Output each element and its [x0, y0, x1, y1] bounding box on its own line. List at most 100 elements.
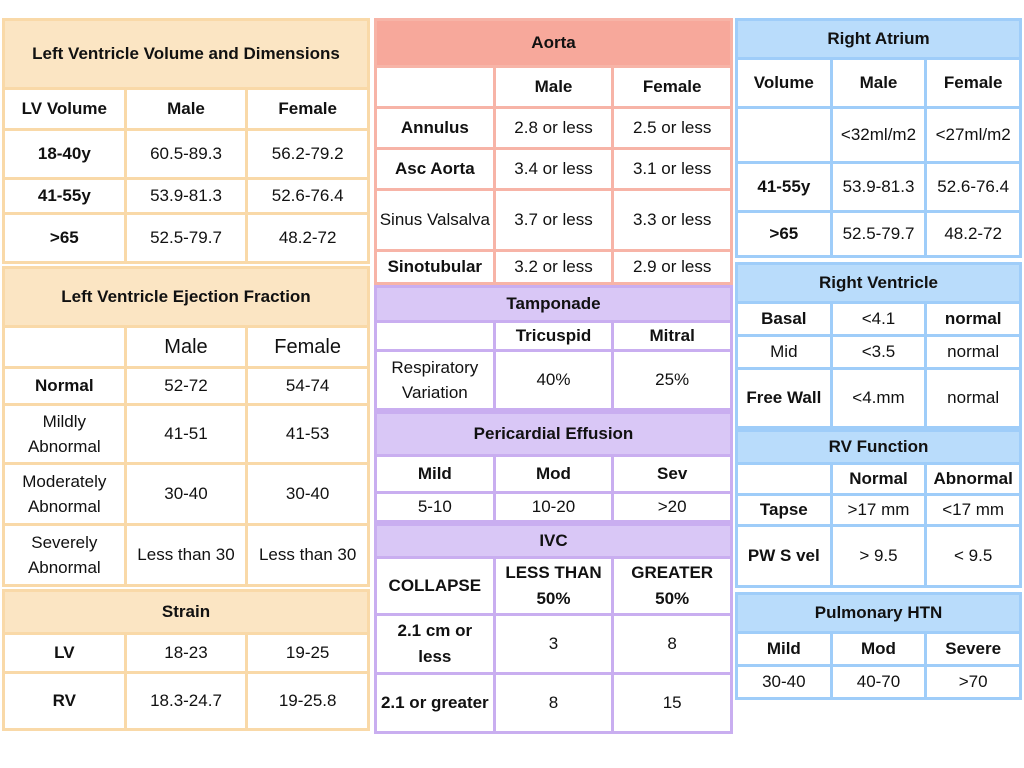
- table-cell: Sinus Valsalva: [377, 191, 493, 249]
- table-cell: > 9.5: [832, 527, 925, 585]
- table-cell: 3.3 or less: [614, 191, 730, 249]
- table-cell: 2.9 or less: [614, 252, 730, 282]
- table-cell: Less than 30: [126, 526, 246, 584]
- table-cell: Severely Abnormal: [5, 526, 124, 584]
- table-cell: Mid: [738, 337, 830, 367]
- table-cell: <32ml/m2: [832, 109, 925, 161]
- table-cell: 41-55y: [5, 180, 124, 212]
- table-cell: < 9.5: [927, 527, 1019, 585]
- table-cell: 5-10: [377, 494, 493, 520]
- table-cell: >20: [614, 494, 730, 520]
- pulmonary-htn-header: Mod: [832, 634, 925, 664]
- right-atrium-header: Female: [927, 60, 1019, 106]
- lvef-header: [5, 328, 124, 366]
- lv-volume-title: Left Ventricle Volume and Dimensions: [5, 21, 367, 87]
- right-atrium-table: Right Atrium Volume Male Female <32ml/m2…: [735, 18, 1022, 258]
- table-cell: 52-72: [126, 369, 246, 403]
- table-cell: 40-70: [832, 667, 925, 697]
- table-cell: 53.9-81.3: [832, 164, 925, 210]
- lvef-title: Left Ventricle Ejection Fraction: [5, 269, 367, 325]
- rv-function-title: RV Function: [738, 432, 1019, 462]
- right-ventricle-table: Right Ventricle Basal <4.1 normal Mid <3.5 n…: [735, 262, 1022, 429]
- pulmonary-htn-title: Pulmonary HTN: [738, 595, 1019, 631]
- table-cell: Basal: [738, 304, 830, 334]
- pericardial-header: Sev: [614, 457, 730, 491]
- table-cell: 2.5 or less: [614, 109, 730, 147]
- table-cell: PW S vel: [738, 527, 830, 585]
- table-cell: 41-51: [126, 406, 246, 462]
- aorta-header: Female: [614, 68, 730, 106]
- table-cell: 52.5-79.7: [832, 213, 925, 255]
- ivc-header: LESS THAN 50%: [495, 558, 612, 613]
- lv-volume-header: Male: [126, 90, 246, 128]
- lvef-header: Female: [248, 328, 367, 366]
- table-cell: normal: [927, 370, 1019, 426]
- tamponade-header: Tricuspid: [495, 323, 612, 349]
- table-cell: >17 mm: [832, 496, 925, 524]
- tamponade-table: Tamponade Tricuspid Mitral Respiratory V…: [374, 285, 733, 411]
- rv-function-panel: RV Function Normal Abnormal Tapse >17 mm <…: [735, 429, 1022, 588]
- strain-title: Strain: [5, 592, 367, 632]
- table-cell: Free Wall: [738, 370, 830, 426]
- table-cell: 19-25: [248, 635, 367, 671]
- aorta-panel: Aorta Male Female Annulus 2.8 or less 2.5 …: [374, 18, 733, 285]
- table-cell: 54-74: [248, 369, 367, 403]
- table-cell: 48.2-72: [927, 213, 1019, 255]
- right-ventricle-title: Right Ventricle: [738, 265, 1019, 301]
- table-cell: 2.8 or less: [495, 109, 612, 147]
- table-cell: 18-23: [126, 635, 246, 671]
- right-atrium-panel: Right Atrium Volume Male Female <32ml/m2…: [735, 18, 1022, 258]
- table-cell: 8: [495, 674, 612, 731]
- table-cell: normal: [927, 337, 1019, 367]
- table-cell: >65: [738, 213, 830, 255]
- table-cell: 30-40: [738, 667, 830, 697]
- lv-volume-header: Female: [248, 90, 367, 128]
- table-cell: Sinotubular: [377, 252, 493, 282]
- pericardial-panel: Pericardial Effusion Mild Mod Sev 5-10 10…: [374, 411, 733, 523]
- table-cell: 30-40: [248, 465, 367, 523]
- pulmonary-htn-header: Mild: [738, 634, 830, 664]
- aorta-header: Male: [495, 68, 612, 106]
- lv-volume-panel: Left Ventricle Volume and Dimensions LV …: [2, 18, 370, 264]
- table-cell: 30-40: [126, 465, 246, 523]
- strain-table: Strain LV 18-23 19-25 RV 18.3-24.7 19-25.8: [2, 589, 370, 731]
- tamponade-panel: Tamponade Tricuspid Mitral Respiratory V…: [374, 285, 733, 411]
- lvef-panel: Left Ventricle Ejection Fraction Male Fe…: [2, 266, 370, 587]
- table-cell: <17 mm: [927, 496, 1019, 524]
- table-cell: 52.6-76.4: [248, 180, 367, 212]
- table-cell: 48.2-72: [248, 215, 367, 261]
- ivc-panel: IVC COLLAPSE LESS THAN 50% GREATER 50% 2…: [374, 522, 733, 734]
- table-cell: <4.mm: [832, 370, 925, 426]
- table-cell: Normal: [5, 369, 124, 403]
- pericardial-header: Mild: [377, 457, 493, 491]
- ivc-header: GREATER 50%: [614, 558, 730, 613]
- column-right: Right Atrium Volume Male Female <32ml/m2…: [735, 18, 1022, 700]
- right-ventricle-panel: Right Ventricle Basal <4.1 normal Mid <3.5 n…: [735, 262, 1022, 429]
- table-cell: Annulus: [377, 109, 493, 147]
- aorta-table: Aorta Male Female Annulus 2.8 or less 2.5 …: [374, 18, 733, 285]
- lvef-header: Male: [126, 328, 246, 366]
- table-cell: Asc Aorta: [377, 150, 493, 188]
- table-cell: [738, 109, 830, 161]
- table-cell: Respiratory Variation: [377, 352, 493, 408]
- table-cell: 10-20: [495, 494, 612, 520]
- table-cell: 40%: [495, 352, 612, 408]
- right-atrium-header: Volume: [738, 60, 830, 106]
- table-cell: Mildly Abnormal: [5, 406, 124, 462]
- strain-panel: Strain LV 18-23 19-25 RV 18.3-24.7 19-25.8: [2, 589, 370, 731]
- ivc-table: IVC COLLAPSE LESS THAN 50% GREATER 50% 2…: [374, 523, 733, 734]
- table-cell: Moderately Abnormal: [5, 465, 124, 523]
- table-cell: normal: [927, 304, 1019, 334]
- table-cell: Less than 30: [248, 526, 367, 584]
- table-cell: 2.1 or greater: [377, 674, 493, 731]
- lv-volume-header: LV Volume: [5, 90, 124, 128]
- table-cell: >70: [927, 667, 1019, 697]
- table-cell: 52.5-79.7: [126, 215, 246, 261]
- table-cell: 53.9-81.3: [126, 180, 246, 212]
- tamponade-header: [377, 323, 493, 349]
- table-cell: 3: [495, 615, 612, 672]
- table-cell: 56.2-79.2: [248, 131, 367, 177]
- table-cell: <27ml/m2: [927, 109, 1019, 161]
- table-cell: <3.5: [832, 337, 925, 367]
- column-middle: Aorta Male Female Annulus 2.8 or less 2.5 …: [374, 18, 733, 734]
